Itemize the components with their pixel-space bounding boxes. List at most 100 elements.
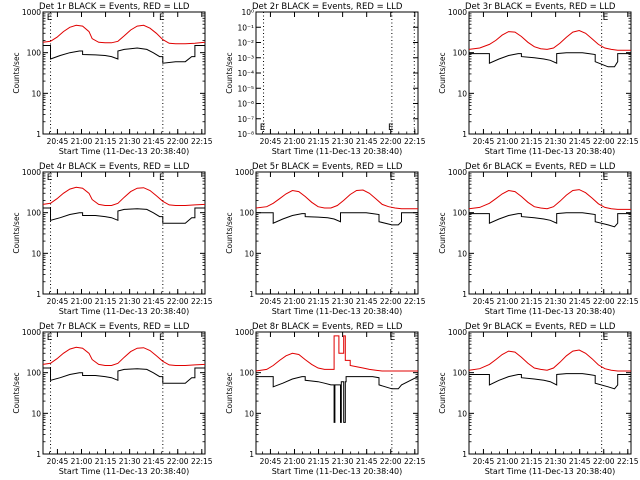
- flag-label: E: [47, 13, 53, 23]
- y-tick-label: 10: [244, 249, 254, 258]
- detector-panel-2: Det 2r BLACK = Events, RED = LLD 10⁻⁸ 10⁻⁷…: [225, 2, 426, 156]
- y-tick-label: 10⁻⁴: [237, 69, 254, 78]
- y-tick-label: 10: [31, 249, 41, 258]
- x-tick-label: 22:00: [167, 297, 189, 306]
- x-tick-label: 21:00: [284, 137, 306, 146]
- y-tick-label: 1000: [22, 328, 41, 337]
- x-tick-label: 22:00: [593, 137, 615, 146]
- plot-frame: [255, 11, 419, 135]
- y-axis-label: Counts/sec: [438, 52, 447, 93]
- y-tick-label: 1: [462, 290, 467, 299]
- x-tick-label: 21:15: [308, 297, 330, 306]
- x-tick-label: 21:45: [356, 297, 378, 306]
- lld-series-line: [42, 24, 206, 45]
- detector-panel-9: Det 9r BLACK = Events, RED = LLD 1 10 100 10…: [438, 322, 639, 476]
- x-tick-label: 21:15: [521, 457, 543, 466]
- plot-frame: [468, 331, 632, 455]
- y-axis-label: Counts/sec: [438, 212, 447, 253]
- y-tick-label: 1: [462, 450, 467, 459]
- x-tick-label: 20:45: [47, 137, 69, 146]
- x-tick-label: 20:45: [260, 457, 282, 466]
- panel-title: Det 8r BLACK = Events, RED = LLD: [252, 322, 403, 332]
- x-tick-label: 20:45: [47, 457, 69, 466]
- lld-series-line: [468, 29, 631, 51]
- x-tick-label: 20:45: [260, 297, 282, 306]
- x-tick-label: 22:15: [404, 457, 426, 466]
- events-series-line: [469, 373, 631, 390]
- x-axis-label: Start Time (11-Dec-13 20:38:40): [485, 307, 616, 316]
- x-axis-label: Start Time (11-Dec-13 20:38:40): [59, 307, 190, 316]
- y-axis-label: Counts/sec: [12, 52, 21, 93]
- x-tick-label: 21:00: [497, 137, 519, 146]
- x-tick-label: 21:00: [71, 297, 93, 306]
- detector-panel-3: Det 3r BLACK = Events, RED = LLD 1 10 100 10…: [438, 2, 639, 156]
- x-tick-label: 20:45: [47, 297, 69, 306]
- x-tick-label: 21:15: [95, 457, 117, 466]
- x-tick-label: 21:15: [308, 137, 330, 146]
- y-tick-label: 10⁻⁵: [237, 84, 254, 93]
- y-tick-label: 100: [27, 209, 42, 218]
- x-tick-label: 21:30: [332, 297, 354, 306]
- lld-series-line: [42, 346, 206, 366]
- x-tick-label: 22:15: [617, 297, 639, 306]
- x-axis-label: Start Time (11-Dec-13 20:38:40): [485, 147, 616, 156]
- x-tick-label: 21:30: [332, 457, 354, 466]
- y-tick-label: 10⁻⁷: [237, 115, 254, 124]
- detector-panel-4: Det 4r BLACK = Events, RED = LLD 1 10 100 10…: [12, 162, 213, 316]
- y-tick-label: 100: [453, 369, 468, 378]
- plot-frame: [255, 171, 419, 295]
- x-tick-label: 21:15: [521, 137, 543, 146]
- x-tick-label: 21:45: [143, 457, 165, 466]
- x-tick-label: 21:00: [497, 457, 519, 466]
- y-axis-label: Counts/sec: [12, 372, 21, 413]
- x-tick-label: 22:00: [167, 457, 189, 466]
- flag-label: E: [260, 123, 266, 133]
- y-tick-label: 10: [244, 409, 254, 418]
- x-tick-label: 21:30: [332, 137, 354, 146]
- x-tick-label: 21:00: [284, 457, 306, 466]
- y-tick-label: 1000: [235, 328, 254, 337]
- y-tick-label: 10⁻³: [237, 54, 254, 63]
- x-tick-label: 21:30: [119, 137, 141, 146]
- x-tick-label: 21:15: [95, 297, 117, 306]
- events-series-line: [256, 212, 418, 226]
- x-tick-label: 22:15: [617, 137, 639, 146]
- y-tick-label: 10: [457, 89, 467, 98]
- flag-label: E: [159, 333, 165, 343]
- y-tick-label: 1: [36, 290, 41, 299]
- y-tick-label: 1000: [22, 168, 41, 177]
- y-axis-label: Counts/sec: [225, 212, 234, 253]
- x-tick-label: 22:15: [191, 297, 213, 306]
- flag-label: E: [390, 333, 396, 343]
- x-tick-label: 20:45: [473, 137, 495, 146]
- x-tick-label: 20:45: [473, 457, 495, 466]
- x-tick-label: 21:00: [71, 457, 93, 466]
- y-tick-label: 10: [31, 89, 41, 98]
- y-tick-label: 1: [249, 450, 254, 459]
- x-tick-label: 22:00: [380, 137, 402, 146]
- y-tick-label: 1000: [235, 168, 254, 177]
- x-tick-label: 21:30: [545, 137, 567, 146]
- x-tick-label: 20:45: [260, 137, 282, 146]
- plot-frame: [42, 11, 206, 135]
- panel-title: Det 2r BLACK = Events, RED = LLD: [252, 2, 403, 12]
- y-tick-label: 1: [462, 130, 467, 139]
- x-tick-label: 21:45: [143, 297, 165, 306]
- y-tick-label: 1000: [448, 168, 467, 177]
- y-tick-label: 10⁻²: [237, 39, 254, 48]
- y-tick-label: 1000: [448, 8, 467, 17]
- flag-label: E: [603, 13, 609, 23]
- panel-title: Det 7r BLACK = Events, RED = LLD: [39, 322, 190, 332]
- y-tick-label: 1000: [22, 8, 41, 17]
- y-tick-label: 10: [457, 249, 467, 258]
- events-series-line: [43, 45, 205, 64]
- lld-series-line: [468, 189, 631, 210]
- y-tick-label: 1: [36, 450, 41, 459]
- y-tick-label: 100: [240, 369, 255, 378]
- x-axis-label: Start Time (11-Dec-13 20:38:40): [272, 147, 403, 156]
- plot-frame: [255, 331, 419, 455]
- panel-title: Det 1r BLACK = Events, RED = LLD: [39, 2, 190, 12]
- panel-title: Det 3r BLACK = Events, RED = LLD: [465, 2, 616, 12]
- detector-panel-1: Det 1r BLACK = Events, RED = LLD 1 10 100 10…: [12, 2, 213, 156]
- lld-series-line: [468, 349, 631, 372]
